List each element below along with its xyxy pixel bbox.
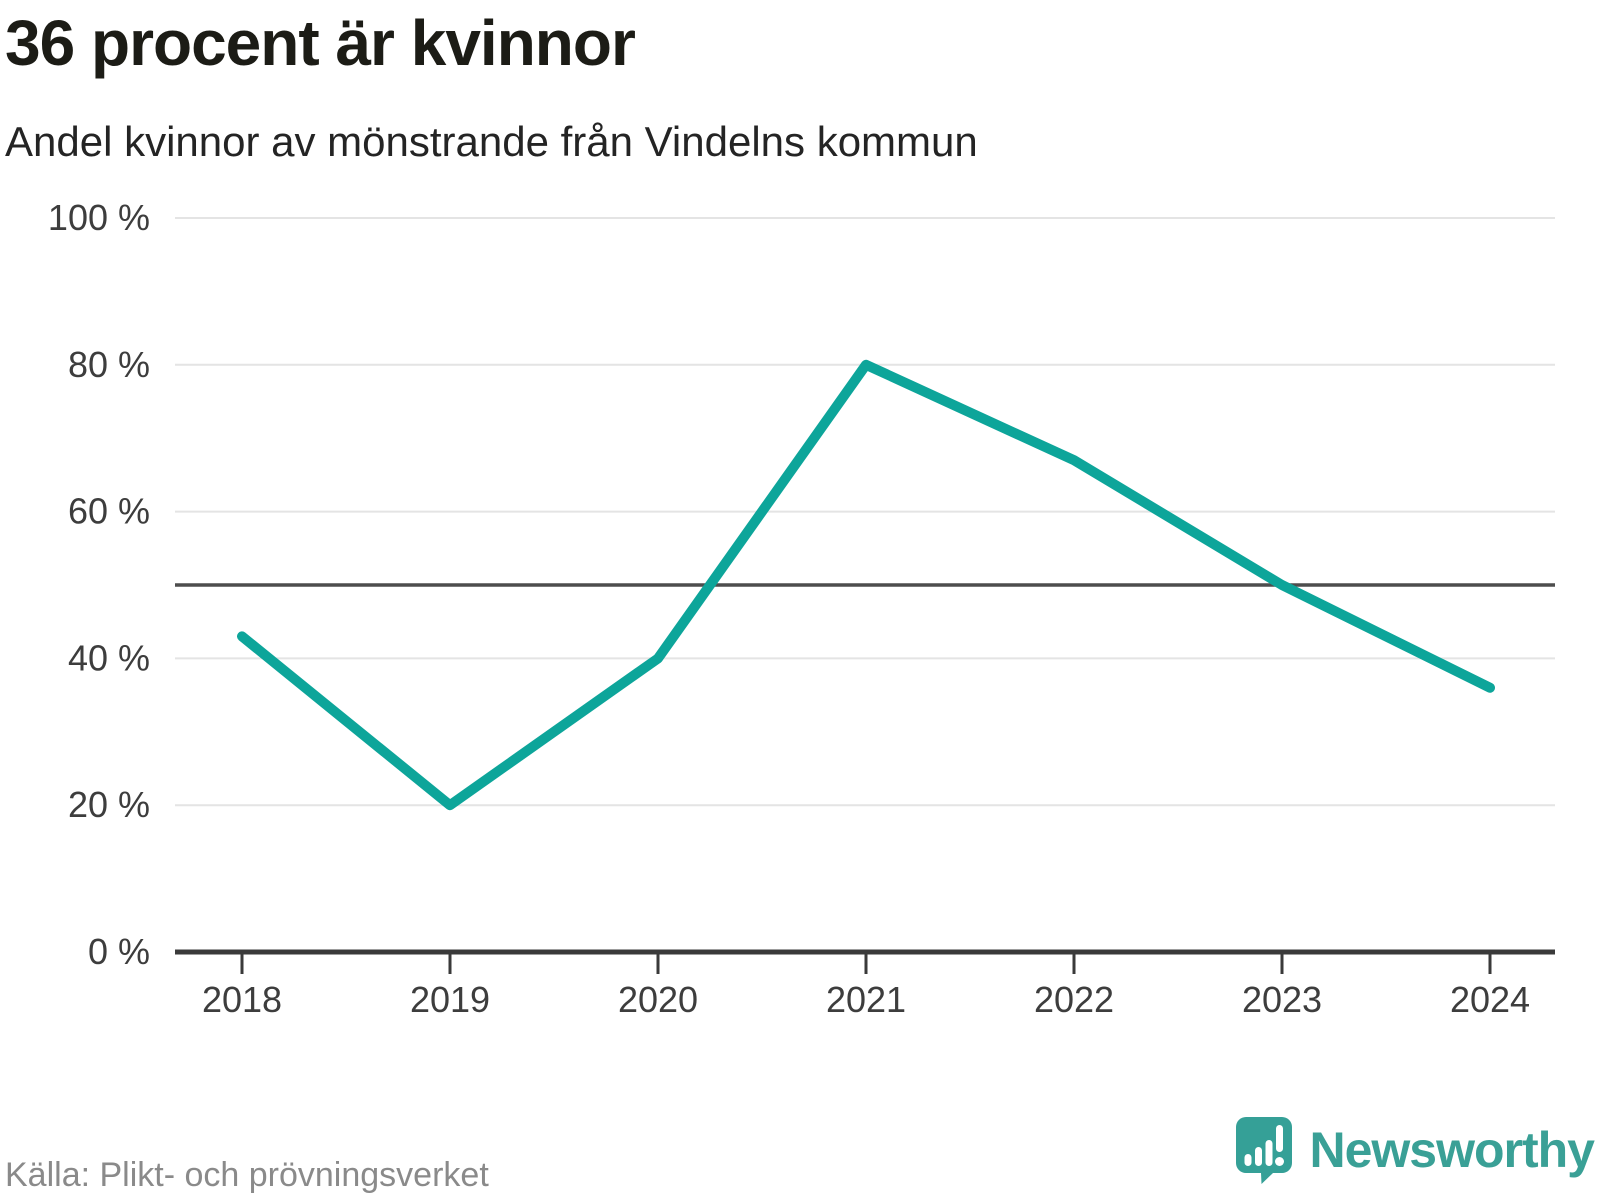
- chart-title: 36 procent är kvinnor: [5, 7, 636, 79]
- bar-large: [1265, 1140, 1273, 1166]
- y-tick-label: 0 %: [88, 931, 150, 972]
- data-line: [237, 359, 1495, 811]
- x-tick-label: 2018: [202, 979, 282, 1020]
- pin-bubble-shape: [1236, 1117, 1293, 1184]
- x-tick-label: 2024: [1450, 979, 1530, 1020]
- exclamation-dot: [1275, 1157, 1285, 1166]
- x-tick-label: 2019: [410, 979, 490, 1020]
- x-tick-label: 2022: [1034, 979, 1114, 1020]
- y-tick-label: 40 %: [68, 637, 150, 678]
- x-tick-label: 2023: [1242, 979, 1322, 1020]
- newsworthy-pin-chart-icon: [1236, 1117, 1293, 1184]
- chart-subtitle: Andel kvinnor av mönstrande från Vindeln…: [5, 118, 978, 165]
- x-tick-label: 2021: [826, 979, 906, 1020]
- x-tick-label: 2020: [618, 979, 698, 1020]
- newsworthy-wordmark: Newsworthy: [1309, 1122, 1595, 1178]
- bar-small: [1244, 1154, 1252, 1166]
- exclamation-bar: [1276, 1125, 1284, 1152]
- y-tick-label: 100 %: [48, 197, 150, 238]
- y-tick-label: 20 %: [68, 784, 150, 825]
- y-tick-label: 60 %: [68, 491, 150, 532]
- y-tick-label: 80 %: [68, 344, 150, 385]
- bar-medium: [1255, 1147, 1263, 1166]
- newsworthy-logo: Newsworthy: [1235, 1116, 1595, 1184]
- source-note: Källa: Plikt- och prövningsverket: [5, 1156, 489, 1194]
